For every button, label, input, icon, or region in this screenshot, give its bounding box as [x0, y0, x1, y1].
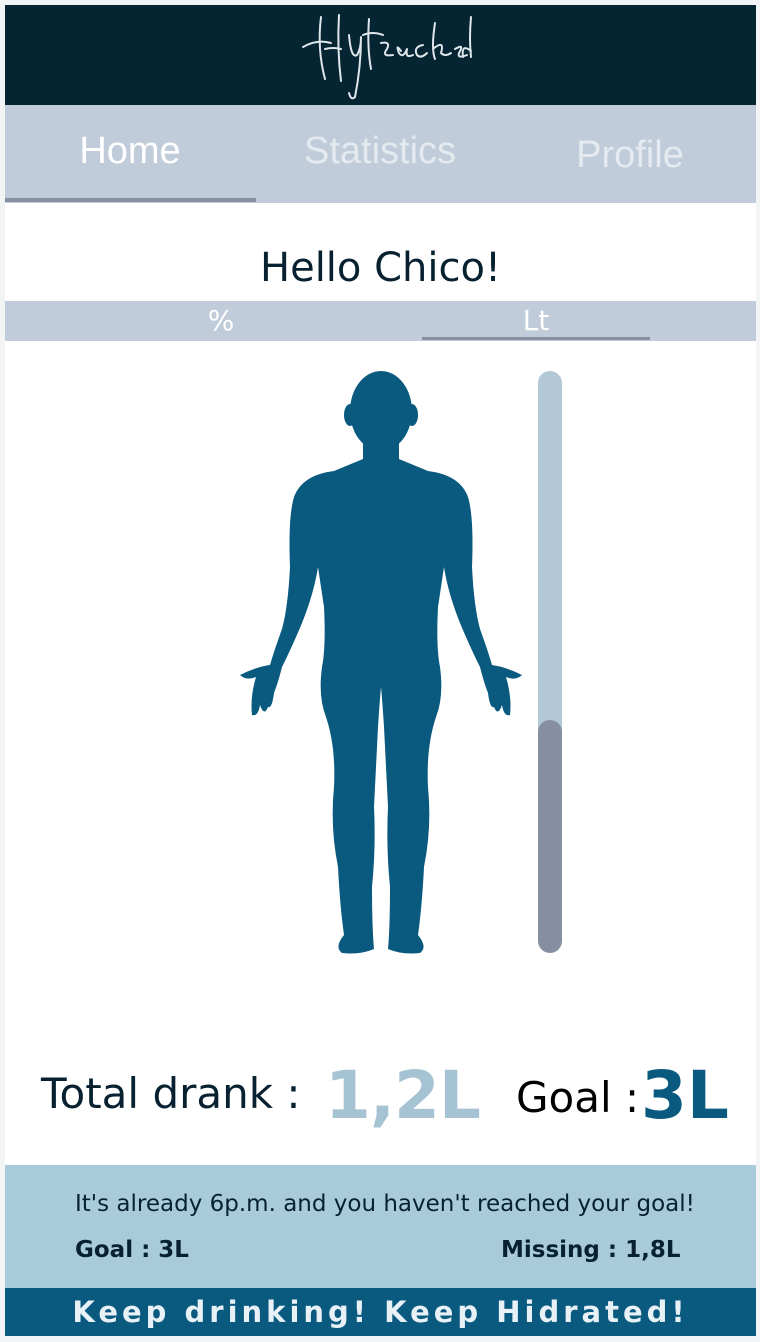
nav-tabs: Home Statistics Profile	[5, 105, 756, 203]
unit-option-percent[interactable]: %	[207, 304, 235, 337]
tab-home[interactable]: Home	[79, 130, 181, 172]
unit-toggle: % Lt	[5, 301, 756, 341]
app-header	[5, 5, 756, 105]
hydration-meter	[538, 371, 562, 953]
unit-selected-indicator	[422, 337, 650, 340]
app-frame: Home Statistics Profile Hello Chico! % L…	[5, 5, 756, 1336]
reminder-missing: Missing : 1,8L	[501, 1237, 681, 1263]
tab-statistics[interactable]: Statistics	[303, 130, 457, 172]
tab-profile[interactable]: Profile	[576, 134, 684, 176]
reminder-message: It's already 6p.m. and you haven't reach…	[75, 1191, 695, 1217]
hydration-meter-fill	[538, 720, 562, 953]
greeting-title: Hello Chico!	[260, 245, 501, 291]
active-tab-indicator	[5, 198, 256, 202]
app-logo	[302, 14, 472, 100]
reminder-panel: It's already 6p.m. and you haven't reach…	[5, 1165, 756, 1288]
unit-option-liters[interactable]: Lt	[522, 304, 550, 337]
reminder-goal: Goal : 3L	[75, 1237, 189, 1263]
total-drank-value: 1,2L	[325, 1057, 481, 1134]
goal-label: Goal :	[516, 1073, 640, 1122]
footer-banner: Keep drinking! Keep Hidrated!	[5, 1288, 756, 1336]
human-body-silhouette-icon	[240, 371, 522, 954]
total-drank-label: Total drank :	[41, 1069, 301, 1118]
goal-value: 3L	[641, 1057, 729, 1134]
